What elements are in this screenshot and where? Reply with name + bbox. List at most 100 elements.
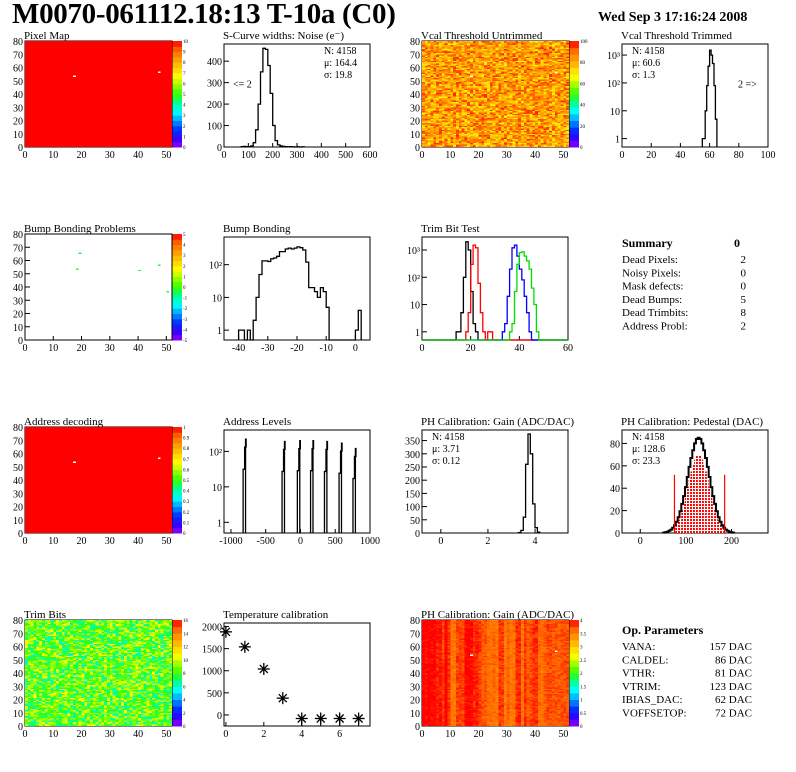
colorbar-level bbox=[172, 83, 182, 90]
y-tick-label: 50 bbox=[410, 77, 420, 88]
colorbar-level bbox=[172, 334, 182, 341]
colorbar-level bbox=[172, 453, 182, 460]
y-tick-label: 70 bbox=[13, 436, 23, 447]
x-tick-label: 30 bbox=[105, 729, 115, 740]
colorbar-tick-label: 0 bbox=[580, 146, 583, 151]
colorbar-level bbox=[569, 113, 579, 121]
colorbar-level bbox=[569, 140, 579, 148]
colorbar-level bbox=[172, 249, 182, 256]
address-levels-panel: Address Levels -1000 -500 0 500 1000 1 10 10² bbox=[209, 416, 380, 547]
y-tick-label: 80 bbox=[13, 616, 23, 627]
y-tick-label: 10 bbox=[212, 483, 222, 494]
y-tick-label: 300 bbox=[405, 450, 420, 461]
colorbar-level bbox=[569, 639, 579, 647]
colorbar-level bbox=[172, 276, 182, 283]
x-tick-label: 0 bbox=[638, 536, 643, 547]
chart-title: Vcal Threshold Trimmed bbox=[621, 30, 733, 42]
colorbar-level bbox=[172, 255, 182, 261]
x-tick-label: 80 bbox=[734, 150, 744, 161]
y-tick-label: 10 bbox=[410, 709, 420, 720]
chart-title: Temperature calibration bbox=[223, 609, 329, 621]
colorbar-level bbox=[569, 94, 579, 102]
fit-fill-bin bbox=[684, 495, 687, 533]
x-tick-label: 30 bbox=[105, 343, 115, 354]
colorbar-tick-label: 4 bbox=[183, 104, 186, 109]
y-tick-label: 500 bbox=[207, 689, 222, 700]
address-level-peak bbox=[296, 440, 301, 533]
x-tick-label: 0 bbox=[353, 343, 358, 354]
colorbar-level bbox=[569, 120, 579, 128]
colorbar-tick-label: 3 bbox=[580, 646, 583, 651]
colorbar-level bbox=[172, 131, 182, 137]
y-tick-label: 100 bbox=[207, 122, 222, 133]
y-tick-label: 30 bbox=[13, 489, 23, 500]
colorbar-tick-label: 1 bbox=[580, 699, 583, 704]
chart-title: Pixel Map bbox=[24, 30, 70, 42]
x-tick-label: 20 bbox=[474, 729, 484, 740]
colorbar-level bbox=[172, 99, 182, 106]
colorbar-level bbox=[172, 136, 182, 143]
fit-fill-bin bbox=[705, 471, 707, 533]
colorbar-level bbox=[172, 125, 182, 132]
y-tick-label: 1000 bbox=[202, 667, 222, 678]
colorbar-tick-label: 0.5 bbox=[183, 479, 190, 484]
row-value: 2 bbox=[741, 321, 747, 333]
temperature-calibration-panel: Temperature calibration 0 2 4 6 0 500 1000 1500 2… bbox=[202, 609, 371, 740]
colorbar-level bbox=[172, 501, 182, 507]
colorbar-tick-label: 4 bbox=[183, 699, 186, 704]
histogram-bin bbox=[297, 247, 300, 340]
colorbar-level bbox=[569, 41, 579, 49]
colorbar-tick-label: 0.5 bbox=[580, 712, 587, 717]
stats-line: σ: 23.3 bbox=[632, 456, 660, 467]
row-label: Noisy Pixels: bbox=[622, 267, 681, 279]
colorbar-tick-label: 7 bbox=[183, 72, 186, 77]
colorbar-tick-label: 4 bbox=[580, 619, 583, 624]
y-tick-label: 400 bbox=[207, 57, 222, 68]
y-tick-label: 0 bbox=[217, 143, 222, 154]
colorbar-level bbox=[172, 271, 182, 277]
colorbar-level bbox=[172, 490, 182, 497]
colorbar-level bbox=[172, 427, 182, 433]
colorbar-tick-label: 0 bbox=[183, 725, 186, 730]
colorbar-level bbox=[172, 706, 182, 714]
histogram-bin bbox=[291, 249, 294, 340]
x-tick-label: 2 bbox=[485, 536, 490, 547]
colorbar-level bbox=[172, 109, 182, 116]
x-tick-label: 0 bbox=[222, 150, 227, 161]
x-tick-label: 20 bbox=[77, 729, 87, 740]
colorbar-level bbox=[172, 234, 182, 240]
y-tick-label: 10³ bbox=[407, 246, 420, 257]
x-tick-label: 30 bbox=[502, 150, 512, 161]
histogram-bin bbox=[705, 458, 707, 533]
colorbar-level bbox=[569, 100, 579, 108]
x-tick-label: 40 bbox=[675, 150, 685, 161]
x-tick-label: 100 bbox=[678, 536, 693, 547]
y-tick-label: 60 bbox=[610, 462, 620, 473]
colorbar-tick-label: -1 bbox=[183, 297, 188, 302]
colorbar-level bbox=[172, 67, 182, 74]
colorbar-tick-label: 80 bbox=[580, 61, 586, 66]
y-tick-label: 50 bbox=[13, 77, 23, 88]
colorbar-level bbox=[172, 511, 182, 518]
scatter-point bbox=[219, 625, 232, 638]
y-tick-label: 10² bbox=[209, 261, 222, 272]
x-tick-label: 20 bbox=[474, 150, 484, 161]
pixel-map-heatmap bbox=[25, 41, 172, 147]
colorbar-level bbox=[172, 287, 182, 293]
x-tick-label: 40 bbox=[133, 343, 143, 354]
colorbar-level bbox=[172, 679, 182, 687]
y-tick-label: 80 bbox=[13, 37, 23, 48]
colorbar-tick-label: 0.9 bbox=[183, 437, 190, 442]
row-value: 62 DAC bbox=[715, 694, 752, 706]
colorbar-tick-label: 4 bbox=[183, 244, 186, 249]
y-tick-label: 80 bbox=[410, 616, 420, 627]
ph-calibration-gain-map-heatmap bbox=[422, 620, 569, 726]
row-label: Mask defects: bbox=[622, 281, 683, 293]
histogram-bin bbox=[300, 248, 303, 340]
histogram-bin bbox=[700, 439, 702, 533]
colorbar-level bbox=[172, 78, 182, 84]
fit-fill-bin bbox=[708, 487, 711, 533]
colorbar-tick-label: -4 bbox=[183, 328, 188, 333]
address-level-peak bbox=[323, 440, 329, 533]
